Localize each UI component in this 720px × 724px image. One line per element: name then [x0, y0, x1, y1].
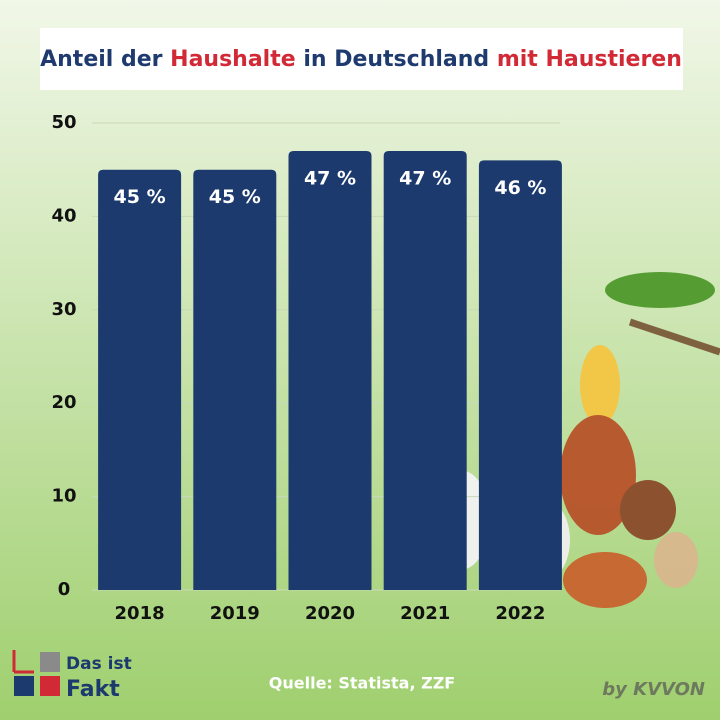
value-label: 45 %	[114, 186, 166, 208]
y-tick-label: 10	[51, 486, 76, 507]
bar	[288, 151, 372, 590]
bar	[383, 151, 467, 590]
bar	[478, 160, 562, 591]
x-tick-label: 2018	[115, 603, 165, 624]
value-label: 47 %	[399, 168, 451, 190]
title-segment: Anteil der	[40, 47, 170, 72]
x-tick-label: 2022	[495, 603, 545, 624]
value-label: 46 %	[494, 177, 546, 199]
y-tick-label: 30	[51, 299, 76, 320]
x-tick-label: 2021	[400, 603, 450, 624]
y-tick-label: 20	[51, 392, 76, 413]
bar	[193, 169, 277, 590]
title-segment: in Deutschland	[296, 47, 497, 72]
value-label: 45 %	[209, 186, 261, 208]
logo-text: Fakt	[66, 677, 120, 702]
logo: Das ist Fakt	[12, 650, 132, 702]
title-box	[40, 28, 683, 90]
logo-text: Das ist	[66, 654, 132, 674]
y-tick-label: 50	[51, 112, 76, 133]
y-tick-label: 0	[58, 579, 71, 600]
bar	[98, 169, 182, 590]
title-segment: mit Haustieren	[497, 47, 682, 72]
x-tick-label: 2020	[305, 603, 355, 624]
chart-title: Anteil der Haushalte in Deutschland mit …	[40, 47, 682, 72]
value-label: 47 %	[304, 168, 356, 190]
x-tick-label: 2019	[210, 603, 260, 624]
source: Quelle: Statista, ZZF	[269, 674, 455, 693]
title-segment: Haushalte	[170, 47, 296, 72]
y-tick-label: 40	[51, 205, 76, 226]
credit: by KVVON	[602, 679, 705, 700]
